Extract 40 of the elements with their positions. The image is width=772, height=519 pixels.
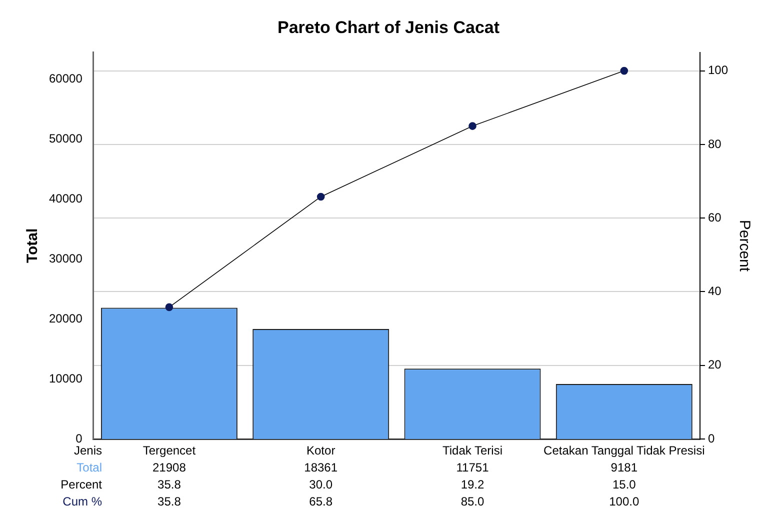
y-tick-label: 40000 xyxy=(48,192,83,206)
data-label: 100.0 xyxy=(609,494,640,508)
point xyxy=(468,122,476,130)
data-label: 65.8 xyxy=(309,494,333,508)
point xyxy=(316,192,325,201)
data-label: 9181 xyxy=(610,460,638,474)
data-label: 21908 xyxy=(152,460,186,474)
series-label: Total xyxy=(76,460,102,474)
y2-tick-label: 0 xyxy=(708,431,715,446)
text: 30.0 xyxy=(309,477,333,492)
text: 35.8 xyxy=(158,477,182,492)
y2-tick-label: 80 xyxy=(708,136,722,151)
y-tick-label: 30000 xyxy=(48,252,83,266)
y-tick-label: 20000 xyxy=(48,311,83,326)
x-tick-label: Cetakan Tanggal Tidak Presisi xyxy=(544,443,705,458)
data-label: 85.0 xyxy=(460,494,484,508)
y2-tick-label: 40 xyxy=(708,284,722,298)
y-tick-label: 10000 xyxy=(48,371,83,386)
x-tick-label: Tidak Terisi xyxy=(442,443,503,458)
chart-title: Pareto Chart of Jenis Cacat xyxy=(277,18,500,37)
y-tick-label: 60000 xyxy=(48,72,83,86)
y2-tick-label: 100 xyxy=(708,63,728,78)
y-tick-label: 50000 xyxy=(48,132,83,146)
x-axis-title: Jenis xyxy=(74,443,102,458)
data-label: 18361 xyxy=(304,460,338,474)
text: 19.2 xyxy=(460,477,484,492)
y2-tick-label: 60 xyxy=(708,210,722,224)
y2-tick-label: 20 xyxy=(708,358,722,372)
y-axis-title: Total xyxy=(24,228,42,264)
point xyxy=(165,303,174,312)
text: 15.0 xyxy=(612,477,636,492)
x-tick-label: Kotor xyxy=(306,443,336,458)
y2-axis-title: Percent xyxy=(736,220,753,272)
y-tick-label: 0 xyxy=(76,431,83,446)
data-label: 35.8 xyxy=(158,494,182,508)
text: Cum % xyxy=(62,494,102,508)
text: Percent xyxy=(60,477,103,492)
x-tick-label: Tergencet xyxy=(142,443,196,458)
data-label: 11751 xyxy=(456,460,490,474)
point xyxy=(620,66,628,75)
